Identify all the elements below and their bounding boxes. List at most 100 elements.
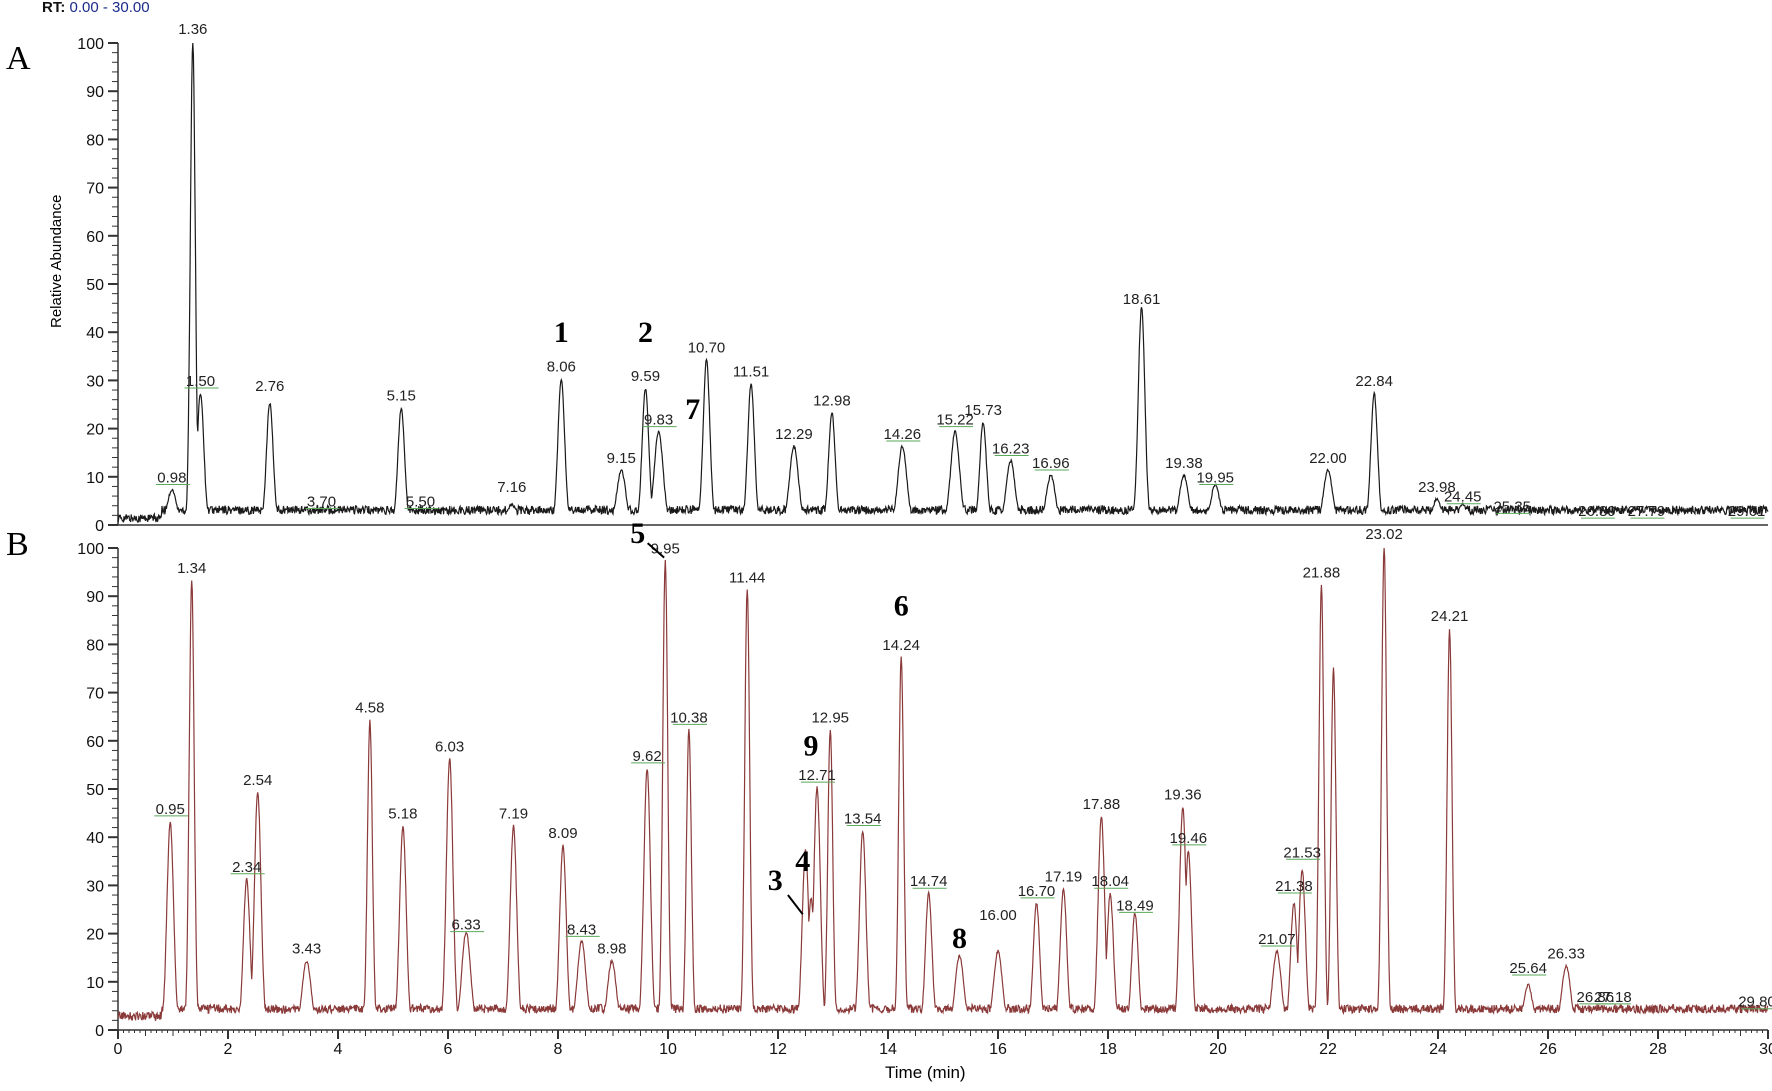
x-tick-label: 10 — [659, 1041, 677, 1058]
peak-rt-label: 21.53 — [1283, 844, 1321, 861]
peak-rt-label: 9.59 — [631, 368, 660, 385]
y-tick-label: 40 — [86, 830, 104, 847]
peak-rt-label: 5.18 — [388, 806, 417, 823]
compound-number-label: 1 — [554, 316, 569, 349]
y-tick-label: 60 — [86, 229, 104, 246]
chromatogram-trace — [117, 42, 1769, 523]
peak-rt-label: 3.43 — [292, 941, 321, 958]
x-tick-label: 30 — [1759, 1041, 1772, 1058]
y-tick-label: 70 — [86, 181, 104, 198]
peak-rt-label: 12.95 — [811, 709, 849, 726]
peak-rt-label: 7.19 — [499, 806, 528, 823]
peak-rt-label: 29.61 — [1728, 503, 1766, 520]
peak-rt-label: 22.84 — [1355, 373, 1393, 390]
peak-rt-label: 18.61 — [1123, 291, 1161, 308]
x-tick-label: 24 — [1429, 1041, 1447, 1058]
peak-rt-label: 27.79 — [1628, 503, 1666, 520]
x-tick-label: 2 — [224, 1041, 233, 1058]
y-tick-label: 80 — [86, 132, 104, 149]
peak-rt-label: 11.51 — [733, 363, 769, 380]
y-tick-label: 40 — [86, 325, 104, 342]
peak-rt-label: 2.76 — [255, 378, 284, 395]
peak-rt-label: 16.70 — [1018, 883, 1056, 900]
y-tick-label: 100 — [77, 36, 104, 53]
leader-line — [787, 894, 804, 915]
x-tick-label: 0 — [114, 1041, 123, 1058]
compound-number-label: 4 — [795, 845, 810, 878]
x-tick-label: 4 — [334, 1041, 343, 1058]
peak-rt-label: 21.38 — [1275, 878, 1313, 895]
peak-rt-label: 1.50 — [186, 373, 215, 390]
peak-rt-label: 29.80 — [1738, 994, 1772, 1011]
x-tick-label: 12 — [769, 1041, 787, 1058]
peak-rt-label: 26.86 — [1577, 989, 1615, 1006]
compound-number-label: 3 — [768, 864, 783, 897]
peak-rt-label: 0.98 — [157, 469, 186, 486]
peak-rt-label: 8.98 — [597, 941, 626, 958]
y-tick-label: 20 — [86, 927, 104, 944]
x-axis-label: Time (min) — [885, 1063, 966, 1082]
x-tick-label: 6 — [444, 1041, 453, 1058]
peak-rt-label: 27.18 — [1594, 989, 1632, 1006]
peak-rt-label: 21.88 — [1303, 565, 1341, 582]
y-tick-label: 100 — [77, 541, 104, 558]
y-tick-label: 10 — [86, 975, 104, 992]
peak-rt-label: 1.34 — [177, 560, 206, 577]
peak-rt-label: 25.35 — [1493, 498, 1531, 515]
peak-rt-label: 12.71 — [798, 767, 836, 784]
peak-rt-label: 23.02 — [1365, 526, 1403, 543]
peak-rt-label: 14.26 — [884, 426, 922, 443]
peak-rt-label: 14.24 — [882, 637, 920, 654]
panel-letter-b: B — [6, 526, 29, 563]
peak-rt-label: 9.83 — [644, 412, 673, 429]
peak-rt-label: 16.23 — [992, 441, 1030, 458]
x-tick-label: 20 — [1209, 1041, 1227, 1058]
rt-prefix: RT: — [42, 0, 66, 16]
rt-range-header: RT: 0.00 - 30.00 — [42, 0, 150, 16]
peak-rt-label: 19.36 — [1164, 786, 1202, 803]
peak-rt-label: 17.19 — [1045, 868, 1083, 885]
peak-rt-label: 14.74 — [910, 873, 948, 890]
peak-rt-label: 11.44 — [729, 570, 765, 587]
peak-rt-label: 21.07 — [1258, 931, 1296, 948]
y-tick-label: 90 — [86, 589, 104, 606]
peak-rt-label: 18.49 — [1116, 897, 1154, 914]
peak-rt-label: 15.22 — [936, 412, 974, 429]
y-tick-label: 50 — [86, 782, 104, 799]
peak-rt-label: 8.06 — [547, 359, 576, 376]
compound-number-label: 7 — [685, 393, 700, 426]
y-tick-label: 50 — [86, 277, 104, 294]
peak-rt-label: 1.36 — [178, 21, 207, 38]
peak-rt-label: 19.38 — [1165, 455, 1203, 472]
leader-line — [646, 542, 665, 559]
peak-rt-label: 19.95 — [1196, 469, 1234, 486]
peak-rt-label: 8.43 — [567, 921, 596, 938]
x-tick-label: 18 — [1099, 1041, 1117, 1058]
peak-rt-label: 2.34 — [232, 859, 261, 876]
peak-rt-label: 10.70 — [688, 339, 726, 356]
peak-rt-label: 8.09 — [548, 825, 577, 842]
peak-rt-label: 19.46 — [1170, 830, 1208, 847]
x-tick-label: 8 — [554, 1041, 563, 1058]
peak-rt-label: 17.88 — [1083, 796, 1121, 813]
peak-rt-label: 18.04 — [1091, 873, 1129, 890]
x-tick-label: 14 — [879, 1041, 897, 1058]
compound-number-label: 5 — [630, 517, 645, 550]
x-tick-label: 26 — [1539, 1041, 1557, 1058]
y-tick-label: 0 — [95, 518, 104, 535]
x-tick-label: 22 — [1319, 1041, 1337, 1058]
peak-rt-label: 9.15 — [607, 450, 636, 467]
y-tick-label: 80 — [86, 637, 104, 654]
peak-rt-label: 26.89 — [1578, 503, 1616, 520]
peak-rt-label: 3.70 — [307, 494, 336, 511]
peak-rt-label: 24.45 — [1444, 489, 1482, 506]
rt-range-value: 0.00 - 30.00 — [69, 0, 150, 16]
peak-rt-label: 15.73 — [964, 402, 1002, 419]
chromatogram-trace — [117, 547, 1769, 1022]
peak-rt-label: 6.33 — [452, 917, 481, 934]
compound-number-label: 2 — [638, 316, 653, 349]
peak-rt-label: 0.95 — [156, 801, 185, 818]
y-tick-label: 30 — [86, 373, 104, 390]
peak-rt-label: 5.15 — [387, 388, 416, 405]
